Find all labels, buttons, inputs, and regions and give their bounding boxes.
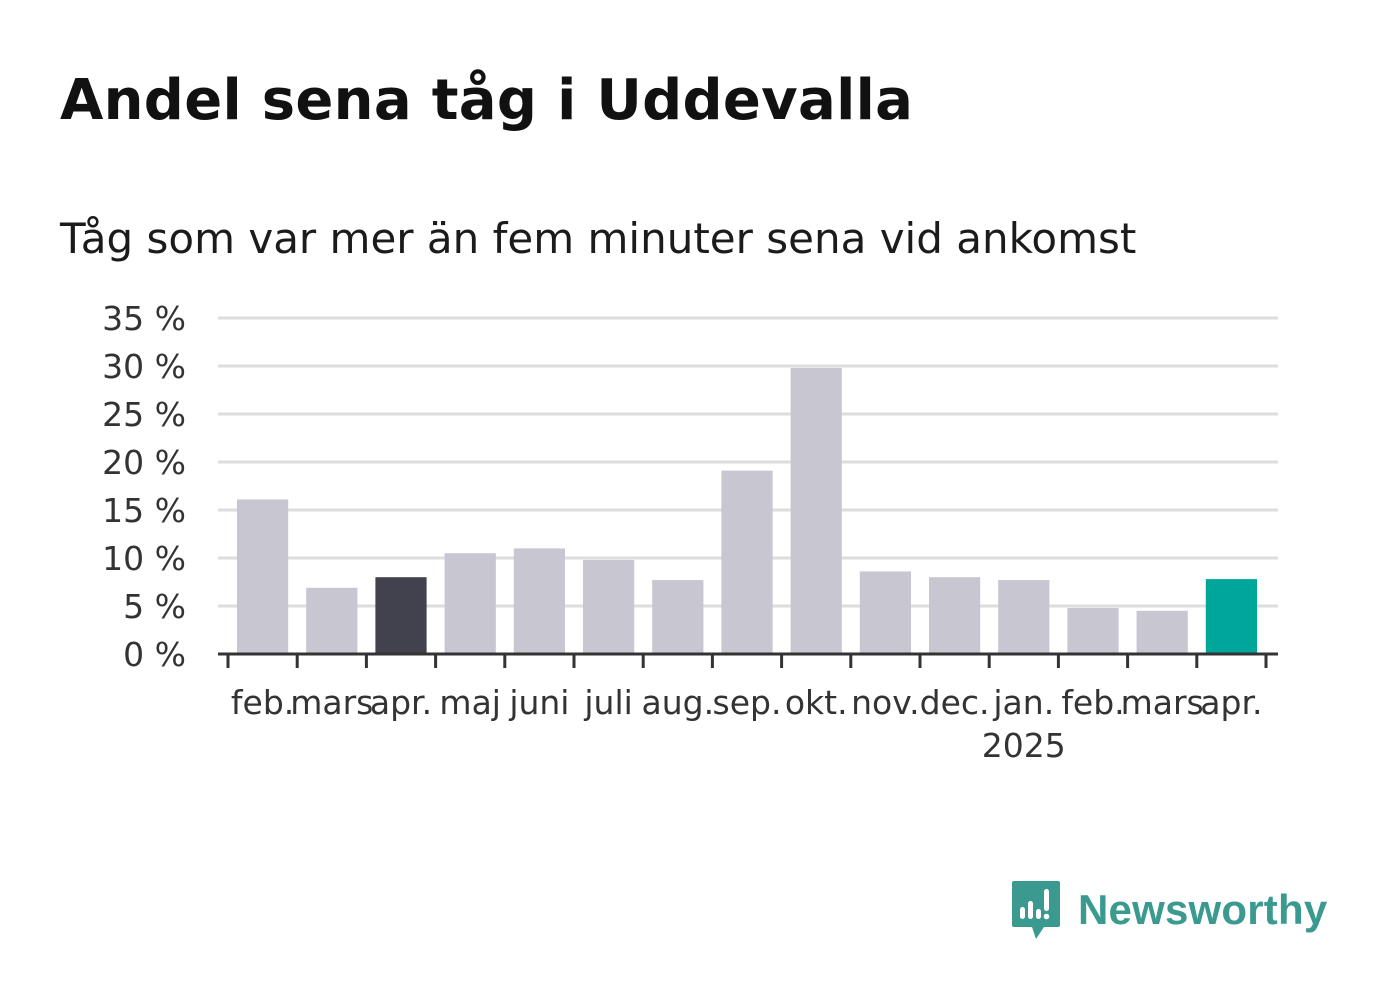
x-tick-label: apr. [370,683,432,722]
bar [444,553,496,654]
newsworthy-logo: Newsworthy [1010,878,1327,942]
bar [790,367,842,654]
bar [513,548,566,654]
y-tick-label: 0 % [123,635,186,674]
newsworthy-bar-chart-icon [1012,881,1060,939]
x-tick-label: aug. [642,683,715,722]
bar [1205,579,1258,654]
bar [998,580,1050,654]
bar [928,577,981,654]
x-tick-label: okt. [785,683,848,722]
y-tick-label: 30 % [102,347,186,386]
bar [236,499,289,654]
bar [652,580,704,654]
bar [1067,607,1119,654]
bar [582,559,635,654]
y-tick-label: 35 % [102,299,186,338]
x-tick-label: dec. [920,683,990,722]
bar [1136,610,1188,654]
x-tick-label: mars [1121,683,1204,722]
y-tick-label: 25 % [102,395,186,434]
y-axis-tick-labels: 0 % 5 % 10 % 15 % 20 % 25 % 30 % 35 % [102,299,186,674]
chart-title: Andel sena tåg i Uddevalla [60,68,914,133]
y-tick-label: 5 % [123,587,186,626]
chart-subtitle: Tåg som var mer än fem minuter sena vid … [60,214,1137,263]
x-tick-label: mars [290,683,373,722]
brand-name: Newsworthy [1078,886,1328,933]
x-tick-label: sep. [713,683,782,722]
y-tick-label: 10 % [102,539,186,578]
x-tick-label: apr. [1200,683,1262,722]
x-axis [218,652,1278,668]
x-tick-label: maj [439,683,501,722]
x-tick-label: jan. [992,683,1054,722]
x-tick-label: juni [508,683,569,722]
y-tick-label: 15 % [102,491,186,530]
x-tick-label: feb. [1061,683,1124,722]
bar [306,587,358,654]
x-year-label: 2025 [982,726,1066,765]
bar [375,577,427,654]
bar [721,470,773,654]
y-tick-label: 20 % [102,443,186,482]
x-tick-label: juli [583,683,632,722]
bar [859,571,912,654]
bars [236,367,1258,654]
x-tick-label: nov. [851,683,920,722]
x-tick-label: feb. [231,683,294,722]
